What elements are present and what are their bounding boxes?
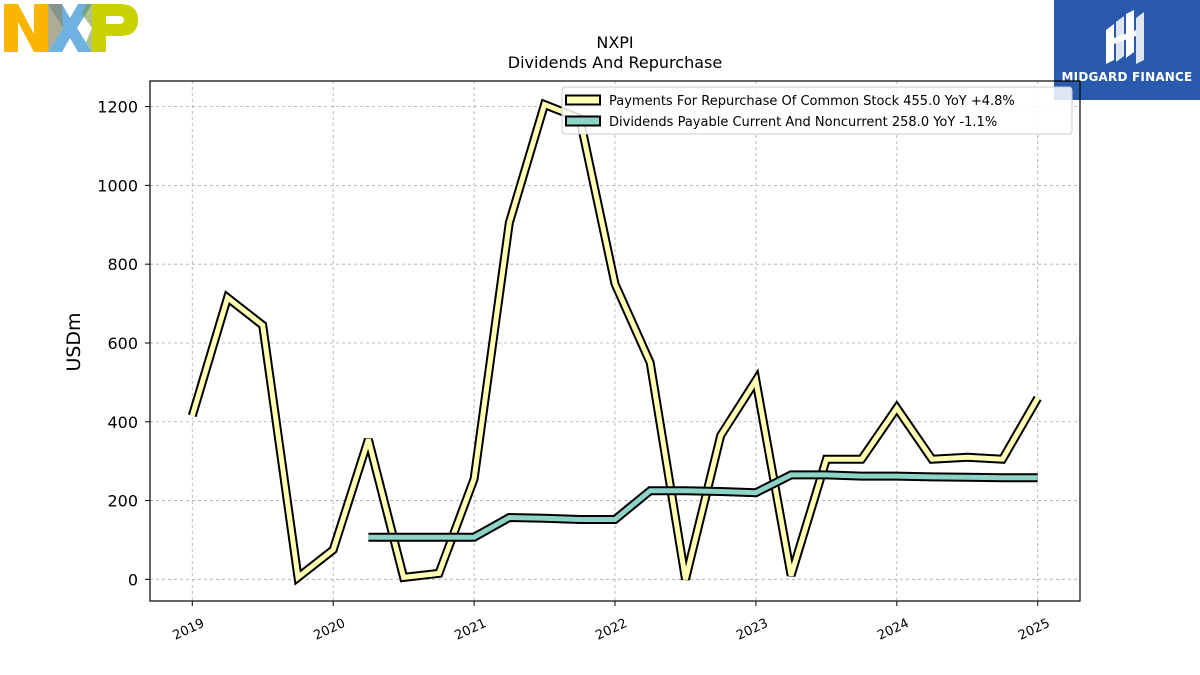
- y-tick-label: 1000: [97, 176, 138, 195]
- x-tick-label: 2021: [452, 616, 488, 644]
- chart-title: NXPI: [596, 33, 633, 52]
- legend: Payments For Repurchase Of Common Stock …: [561, 86, 1073, 135]
- series-layer: [187, 98, 1042, 586]
- midgard-logo-icon: [1106, 10, 1144, 64]
- watermark-badge: MIDGARD FINANCE: [1054, 0, 1200, 100]
- x-tick-label: 2024: [875, 616, 911, 644]
- legend-swatch-0: [565, 94, 601, 106]
- x-tick-label: 2022: [593, 616, 629, 644]
- y-tick-label: 1200: [97, 98, 138, 117]
- x-tick-label: 2020: [312, 616, 348, 644]
- y-tick-label: 400: [107, 413, 138, 432]
- legend-label-1: Dividends Payable Current And Noncurrent…: [609, 115, 997, 130]
- legend-label-0: Payments For Repurchase Of Common Stock …: [609, 94, 1015, 109]
- ticks: 0 200 400 600 800 1000 1200 2019 2020 2021 2022 202…: [97, 98, 1052, 644]
- y-tick-label: 600: [107, 334, 138, 353]
- x-tick-label: 2019: [171, 616, 207, 644]
- grid: [150, 81, 1080, 601]
- nxp-logo: [4, 4, 138, 52]
- y-axis-label: USDm: [63, 312, 85, 371]
- legend-box: [561, 86, 1073, 135]
- chart-subtitle: Dividends And Repurchase: [508, 53, 722, 72]
- series-line-1: [368, 472, 1038, 540]
- watermark-text: MIDGARD FINANCE: [1061, 70, 1193, 84]
- x-tick-label: 2023: [734, 616, 770, 644]
- y-tick-label: 0: [128, 570, 138, 589]
- y-tick-label: 800: [107, 255, 138, 274]
- legend-swatch-1: [565, 115, 601, 127]
- y-tick-label: 200: [107, 492, 138, 511]
- x-tick-label: 2025: [1016, 616, 1052, 644]
